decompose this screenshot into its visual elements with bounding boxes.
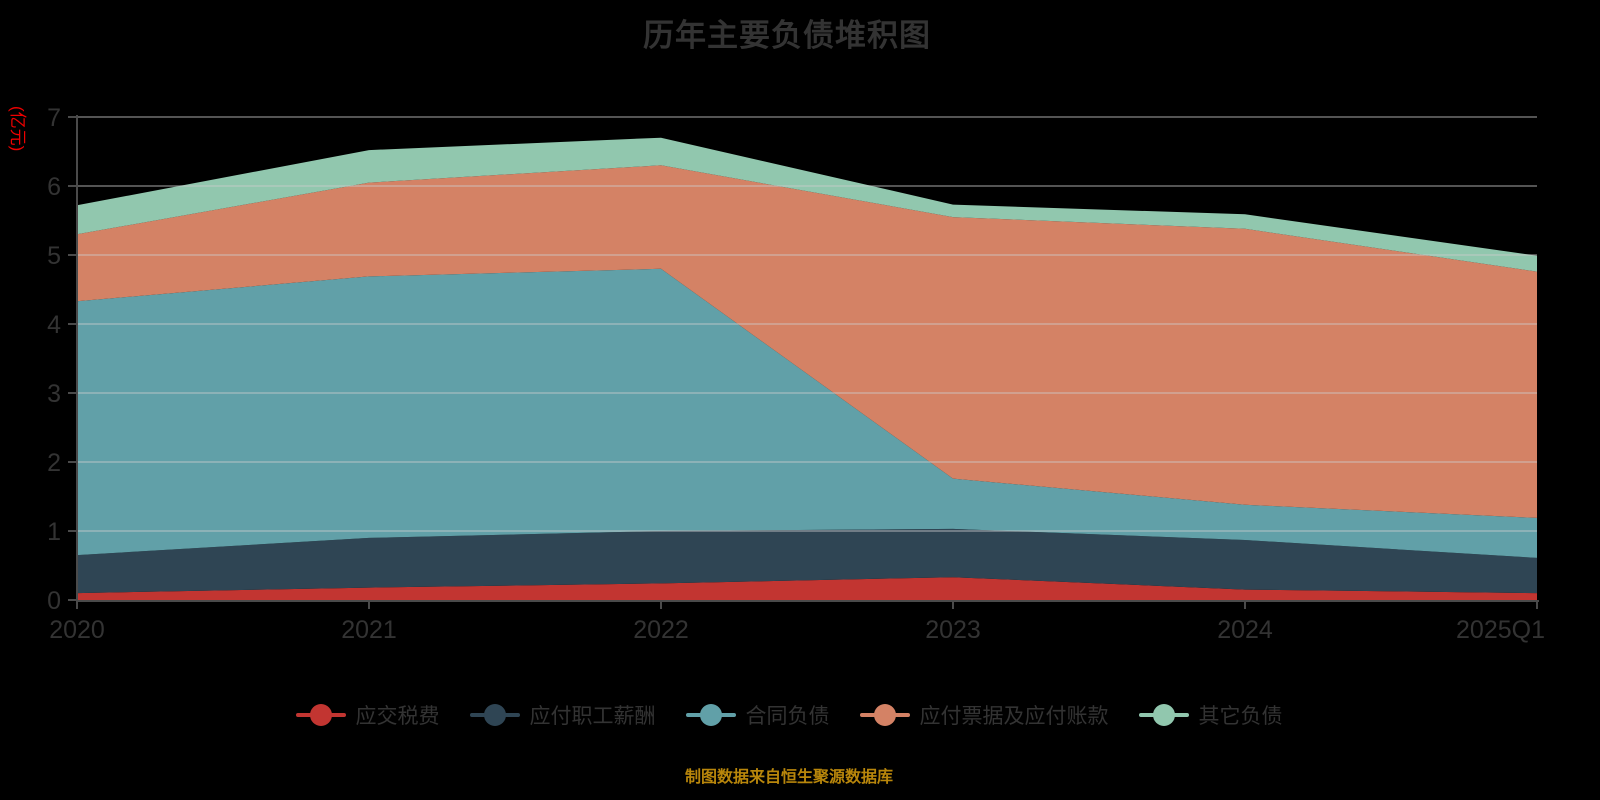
- x-tick-label-2024: 2024: [1217, 616, 1273, 644]
- legend-item-3[interactable]: 应付票据及应付账款: [859, 700, 1109, 730]
- legend-label: 应付职工薪酬: [529, 705, 656, 728]
- y-tick-label-1: 1: [47, 518, 61, 546]
- y-tick-label-6: 6: [47, 173, 61, 201]
- area-series-4: [77, 137, 1537, 272]
- legend-item-0[interactable]: 应交税费: [295, 700, 440, 730]
- legend-label: 应交税费: [355, 705, 440, 728]
- area-series-3: [77, 165, 1537, 518]
- legend-line-circle-icon: [469, 704, 520, 726]
- x-tick-label-2022: 2022: [633, 616, 689, 644]
- legend-line-circle-icon: [685, 704, 736, 726]
- y-axis-name: (亿元): [8, 106, 27, 151]
- x-tick-label-2023: 2023: [925, 616, 981, 644]
- legend-line-circle-icon: [1138, 704, 1189, 726]
- x-tick-label-2020: 2020: [49, 616, 105, 644]
- legend-label: 应付票据及应付账款: [919, 705, 1109, 728]
- legend-line-circle-icon: [295, 704, 346, 726]
- x-tick-label-2025Q1: 2025Q1: [1456, 616, 1545, 644]
- stacked-area-chart: 0 1 2 3 4 5 6 7 2020 2021 2022 2023 2024 2025Q1 (亿元): [8, 104, 1545, 644]
- y-tick-label-2: 2: [47, 449, 61, 477]
- legend-line-circle-icon: [859, 704, 910, 726]
- y-tick-label-3: 3: [47, 380, 61, 408]
- legend-item-1[interactable]: 应付职工薪酬: [469, 700, 656, 730]
- area-series-2: [77, 268, 1537, 558]
- legend-label: 合同负债: [745, 705, 830, 728]
- x-tick-label-2021: 2021: [341, 616, 397, 644]
- chart-title: 历年主要负债堆积图: [643, 18, 931, 53]
- source-note: 制图数据来自恒生聚源数据库: [684, 769, 893, 786]
- legend: 应交税费 应付职工薪酬 合同负债 应付票据及应付账款 其它负债: [0, 700, 1578, 730]
- area-series-0: [77, 577, 1537, 600]
- y-tick-label-7: 7: [47, 104, 61, 132]
- area-series-1: [77, 528, 1537, 594]
- legend-item-4[interactable]: 其它负债: [1138, 700, 1283, 730]
- y-tick-label-0: 0: [47, 587, 61, 615]
- legend-label: 其它负债: [1198, 705, 1283, 728]
- legend-item-2[interactable]: 合同负债: [685, 700, 830, 730]
- y-tick-label-5: 5: [47, 242, 61, 270]
- y-tick-label-4: 4: [47, 311, 61, 339]
